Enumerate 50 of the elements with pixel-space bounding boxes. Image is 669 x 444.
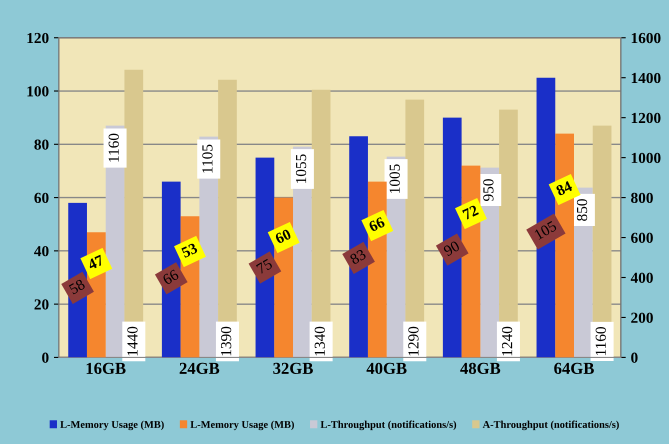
x-tick-label: 32GB [273, 362, 313, 374]
data-label: 75 [256, 258, 273, 274]
data-label: 1340 [314, 326, 325, 356]
y-tick-label: 100 [27, 86, 49, 96]
y-tick-label: 0 [42, 352, 49, 363]
data-label: 1290 [408, 326, 419, 356]
data-label: 1440 [127, 326, 138, 356]
data-label: 60 [274, 228, 292, 244]
x-tick-label: 24GB [180, 362, 220, 374]
y2-tick-label: 800 [631, 192, 653, 204]
data-label: 850 [576, 199, 588, 221]
data-label: 53 [180, 242, 198, 258]
y2-tick-label: 0 [631, 352, 638, 363]
data-label: 950 [483, 179, 494, 201]
data-label: 1160 [108, 134, 119, 162]
data-label: 1055 [296, 154, 306, 183]
data-label: 84 [555, 180, 573, 196]
y2-tick-label: 400 [630, 272, 653, 283]
legend-label: L-Throughput (notifications/s) [320, 420, 456, 430]
data-label: 66 [368, 216, 386, 232]
x-tick-label: 40GB [366, 362, 407, 374]
y-tick-label: 120 [27, 32, 49, 44]
data-label: 1160 [596, 327, 606, 356]
y2-tick-label: 1600 [632, 32, 661, 44]
y-tick-label: 80 [34, 139, 49, 150]
y2-tick-label: 600 [631, 232, 653, 243]
y-tick-label: 40 [34, 246, 49, 256]
data-label: 72 [462, 204, 479, 220]
legend-label: A-Throughput (notifications/s) [482, 420, 619, 430]
legend-label: L-Memory Usage (MB) [60, 420, 164, 430]
y-tick-label: 20 [34, 299, 49, 310]
data-label: 1005 [390, 164, 400, 193]
y-tick-label: 60 [34, 192, 49, 204]
data-label: 105 [534, 220, 558, 240]
data-label: 1240 [502, 326, 512, 356]
legend-label: L-Memory Usage (MB) [190, 420, 294, 430]
data-label: 90 [442, 240, 460, 256]
y2-tick-label: 1000 [632, 152, 661, 164]
data-label: 1105 [202, 144, 213, 173]
y2-tick-label: 200 [631, 312, 653, 323]
y2-tick-label: 1200 [632, 112, 661, 124]
data-label: 66 [162, 269, 180, 286]
y2-tick-label: 1400 [632, 72, 661, 84]
data-label: 58 [68, 278, 86, 295]
data-label: 47 [86, 254, 104, 270]
x-tick-label: 16GB [86, 362, 126, 374]
data-label: 1390 [220, 326, 232, 356]
x-tick-label: 64GB [554, 362, 594, 374]
data-label: 83 [349, 248, 367, 265]
x-tick-label: 48GB [460, 362, 500, 374]
